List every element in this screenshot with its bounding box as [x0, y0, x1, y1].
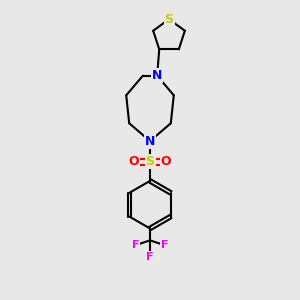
Text: N: N	[152, 69, 162, 82]
Text: F: F	[146, 252, 154, 262]
Text: O: O	[129, 155, 139, 168]
Text: O: O	[161, 155, 171, 168]
Text: S: S	[164, 13, 173, 26]
Text: N: N	[145, 135, 155, 148]
Text: F: F	[160, 240, 168, 250]
Text: S: S	[146, 155, 154, 168]
Text: F: F	[132, 240, 140, 250]
